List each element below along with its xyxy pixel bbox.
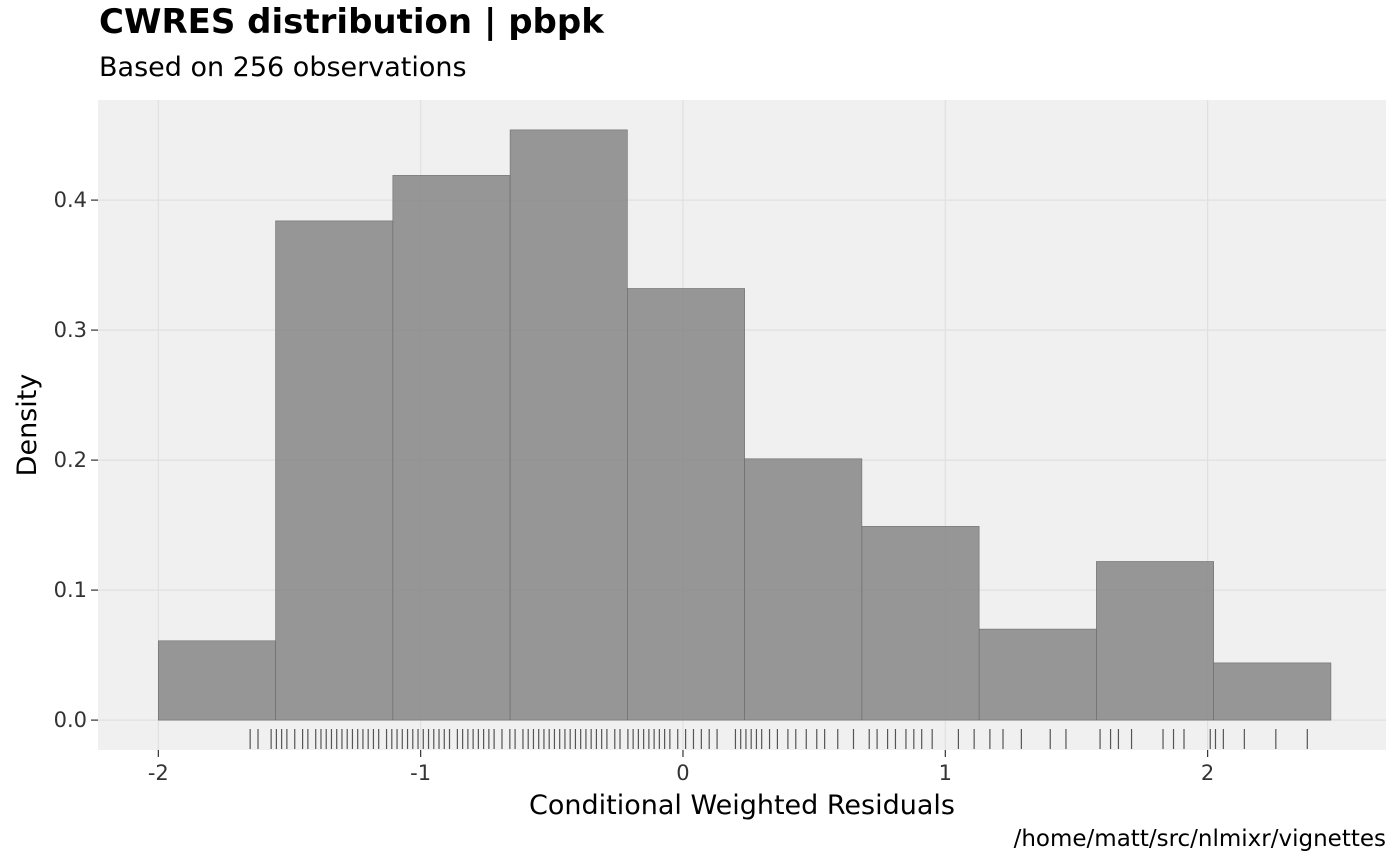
x-tick-label: 0 — [676, 761, 689, 785]
y-tick-label: 0.4 — [54, 188, 87, 212]
histogram-bar — [744, 458, 863, 721]
y-tick-label: 0.0 — [54, 708, 87, 732]
histogram-bar — [627, 288, 745, 721]
histogram-bar — [158, 640, 276, 721]
y-tick-label: 0.1 — [54, 578, 87, 602]
histogram-bar — [978, 628, 1097, 721]
x-axis: -2 -1 0 1 2 — [148, 750, 1214, 785]
histogram-bar — [1096, 561, 1214, 721]
y-axis-title: Density — [12, 374, 43, 477]
histogram-bar — [861, 526, 980, 721]
histogram-bar — [1213, 662, 1332, 721]
y-tick-label: 0.3 — [54, 318, 87, 342]
rug-marks — [249, 729, 1308, 749]
chart-subtitle: Based on 256 observations — [99, 52, 467, 83]
x-tick-label: -2 — [148, 761, 169, 785]
histogram-bar — [275, 220, 394, 721]
y-axis: 0.0 0.1 0.2 0.3 0.4 — [54, 188, 98, 732]
chart-title: CWRES distribution | pbpk — [99, 2, 604, 42]
x-axis-title: Conditional Weighted Residuals — [529, 790, 955, 821]
histogram-bar — [509, 129, 628, 721]
histogram-bars — [158, 129, 1332, 721]
x-tick-label: 2 — [1201, 761, 1214, 785]
x-tick-label: -1 — [410, 761, 431, 785]
chart-caption: /home/matt/src/nlmixr/vignettes — [1013, 826, 1386, 852]
histogram-bar — [392, 175, 511, 721]
x-tick-label: 1 — [939, 761, 952, 785]
y-tick-label: 0.2 — [54, 448, 87, 472]
